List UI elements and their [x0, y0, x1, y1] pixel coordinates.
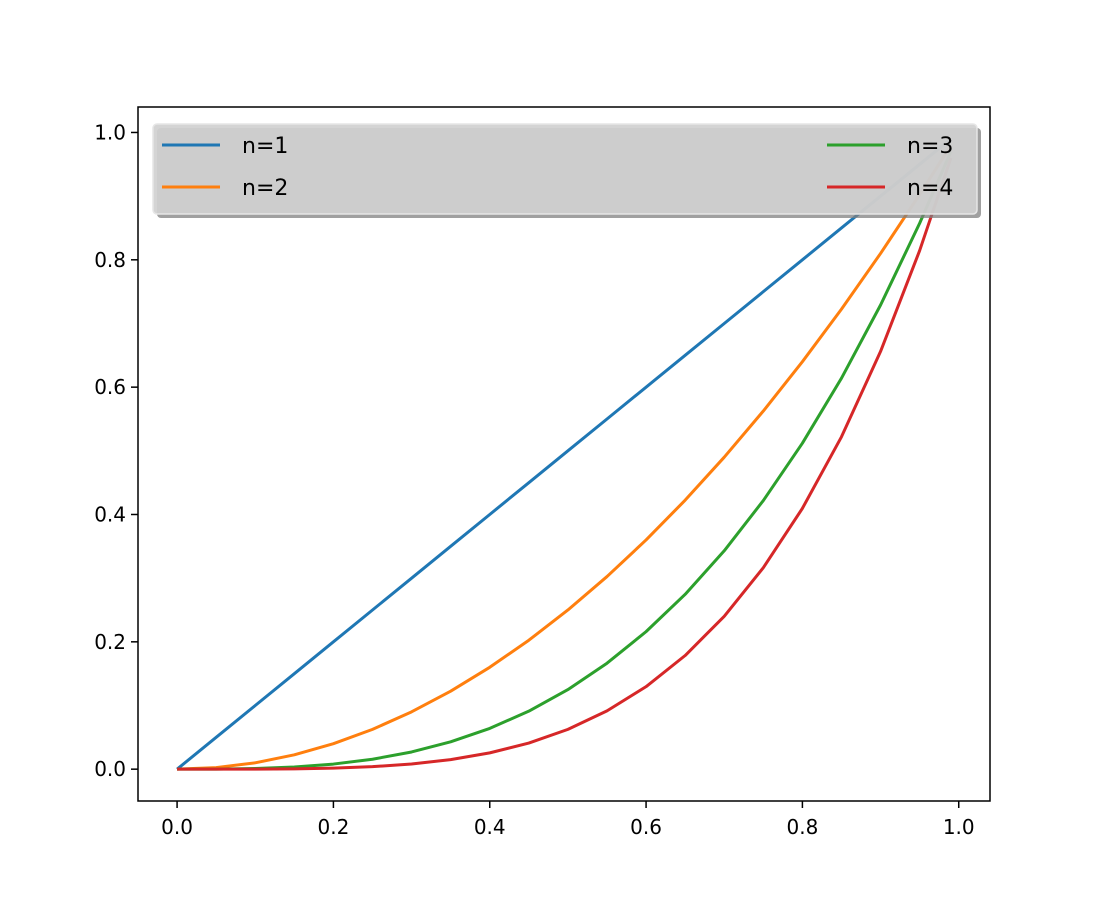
legend-label: n=2	[242, 176, 288, 201]
x-tick-label: 0.8	[786, 815, 818, 839]
plot-frame	[137, 106, 991, 802]
series-layer	[176, 137, 953, 771]
y-tick-label: 0.4	[94, 502, 126, 526]
x-tick-label: 0.2	[318, 815, 350, 839]
y-tick-label: 1.0	[94, 120, 126, 144]
x-tick-label: 0.0	[161, 815, 193, 839]
legend-box	[152, 123, 978, 215]
y-axis: 0.0 0.2 0.4 0.6 0.8 1.0	[94, 120, 138, 781]
y-tick-label: 0.2	[94, 630, 126, 654]
series-line-n-4	[177, 157, 953, 771]
series-line-n-3	[177, 150, 953, 771]
x-tick-label: 1.0	[943, 815, 975, 839]
x-axis: 0.0 0.2 0.4 0.6 0.8 1.0	[161, 801, 975, 839]
legend-label: n=4	[907, 176, 953, 201]
y-tick-label: 0.0	[94, 757, 126, 781]
x-tick-label: 0.4	[474, 815, 506, 839]
series-line-n-1	[176, 137, 952, 771]
y-tick-label: 0.6	[94, 375, 126, 399]
x-tick-label: 0.6	[630, 815, 662, 839]
series-line-n-2	[177, 144, 953, 771]
legend: n=1 n=2 n=3 n=4	[152, 123, 981, 218]
y-tick-label: 0.8	[94, 248, 126, 272]
legend-label: n=1	[242, 134, 288, 159]
legend-label: n=3	[907, 134, 953, 159]
